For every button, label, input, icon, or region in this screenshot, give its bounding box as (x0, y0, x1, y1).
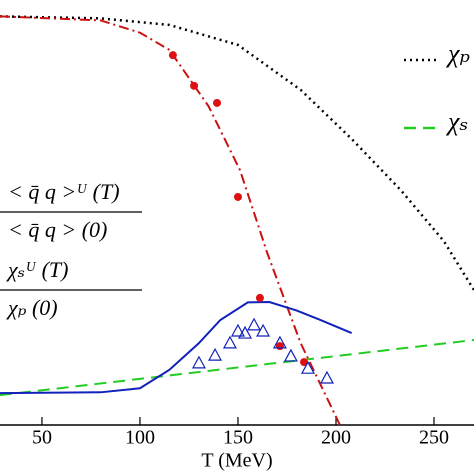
annotation-numerator: χₛᵁ (T) (6, 257, 68, 282)
data-point (247, 317, 262, 331)
data-point (255, 293, 264, 302)
x-tick-label: 200 (321, 427, 351, 449)
data-point (238, 325, 253, 339)
data-point (191, 355, 206, 369)
x-axis-label: T (MeV) (201, 450, 272, 472)
data-line (0, 15, 474, 291)
annotation-numerator: < q̄ q >ᵁ (T) (8, 179, 120, 204)
data-point (213, 98, 222, 107)
data-point (272, 335, 287, 349)
legend-label: χₛ (445, 107, 468, 136)
data-point (300, 358, 309, 367)
data-point (168, 51, 177, 60)
data-point (300, 360, 315, 374)
data-point (275, 342, 284, 351)
annotation-denominator: < q̄ q > (0) (8, 217, 107, 242)
data-point (230, 323, 245, 337)
data-line (0, 339, 474, 397)
annotation-denominator: χₚ (0) (6, 295, 58, 320)
data-line (0, 15, 341, 425)
legend-label: χₚ (445, 39, 470, 68)
x-tick-label: 50 (32, 427, 52, 449)
data-line (0, 300, 353, 395)
data-point (190, 81, 199, 90)
data-point (319, 370, 334, 384)
x-tick-label: 150 (223, 427, 253, 449)
x-tick-label: 100 (125, 427, 155, 449)
x-tick-label: 250 (419, 427, 449, 449)
data-point (283, 348, 298, 362)
data-point (222, 335, 237, 349)
data-point (256, 323, 271, 337)
data-point (208, 347, 223, 361)
data-point (233, 192, 242, 201)
